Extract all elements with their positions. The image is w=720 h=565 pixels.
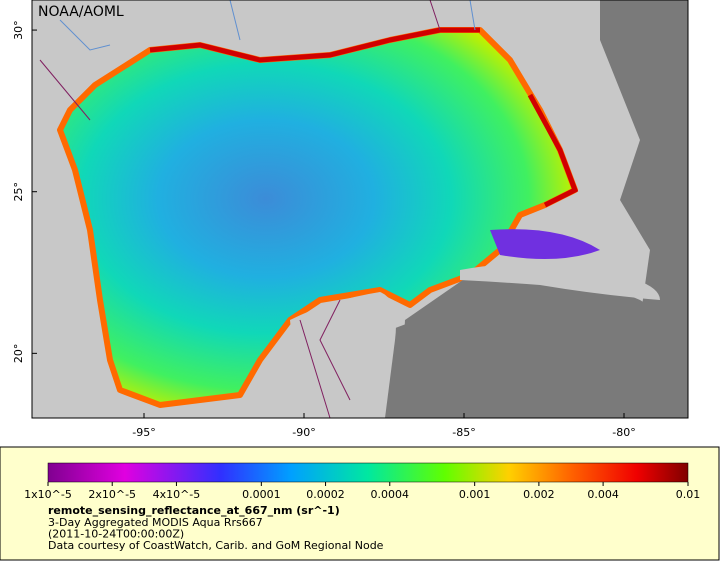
lon-tick-label: -85°: [452, 426, 475, 439]
colorbar-tick-label: 1x10^-5: [24, 488, 72, 501]
no-data-caribbean: [400, 272, 688, 418]
colorbar-title: remote_sensing_reflectance_at_667_nm (sr…: [48, 504, 340, 517]
lon-tick-label: -95°: [132, 426, 155, 439]
colorbar-tick-label: 0.004: [587, 488, 619, 501]
lat-tick-label: 20°: [12, 344, 25, 364]
borders: [39, 0, 441, 419]
colorbar-tick-label: 2x10^-5: [88, 488, 136, 501]
colorbar-tick-label: 0.0001: [242, 488, 281, 501]
legend-line: 3-Day Aggregated MODIS Aqua Rrs667: [48, 516, 263, 529]
colorbar: [47, 462, 689, 483]
lat-tick-label: 30°: [12, 20, 25, 40]
cuba: [460, 263, 660, 300]
lon-tick-label: -80°: [612, 426, 635, 439]
lon-tick-label: -90°: [292, 426, 315, 439]
legend-line: Data courtesy of CoastWatch, Carib. and …: [48, 539, 384, 552]
map-frame: [31, 0, 689, 419]
purple-patch: [490, 229, 600, 259]
map: NOAA/AOML: [31, 0, 689, 419]
credit: NOAA/AOML: [38, 4, 124, 20]
colorbar-tick-label: 0.0002: [306, 488, 345, 501]
yucatan: [290, 292, 396, 418]
rivers: [59, 0, 476, 51]
colorbar-tick-label: 0.001: [459, 488, 491, 501]
lat-tick-label: 25°: [12, 182, 25, 202]
colorbar-tick-label: 0.002: [523, 488, 555, 501]
colorbar-tick-label: 0.01: [676, 488, 701, 501]
colorbar-tick-label: 4x10^-5: [153, 488, 201, 501]
colorbar-tick-label: 0.0004: [371, 488, 410, 501]
legend-line: (2011-10-24T00:00:00Z): [48, 528, 184, 541]
